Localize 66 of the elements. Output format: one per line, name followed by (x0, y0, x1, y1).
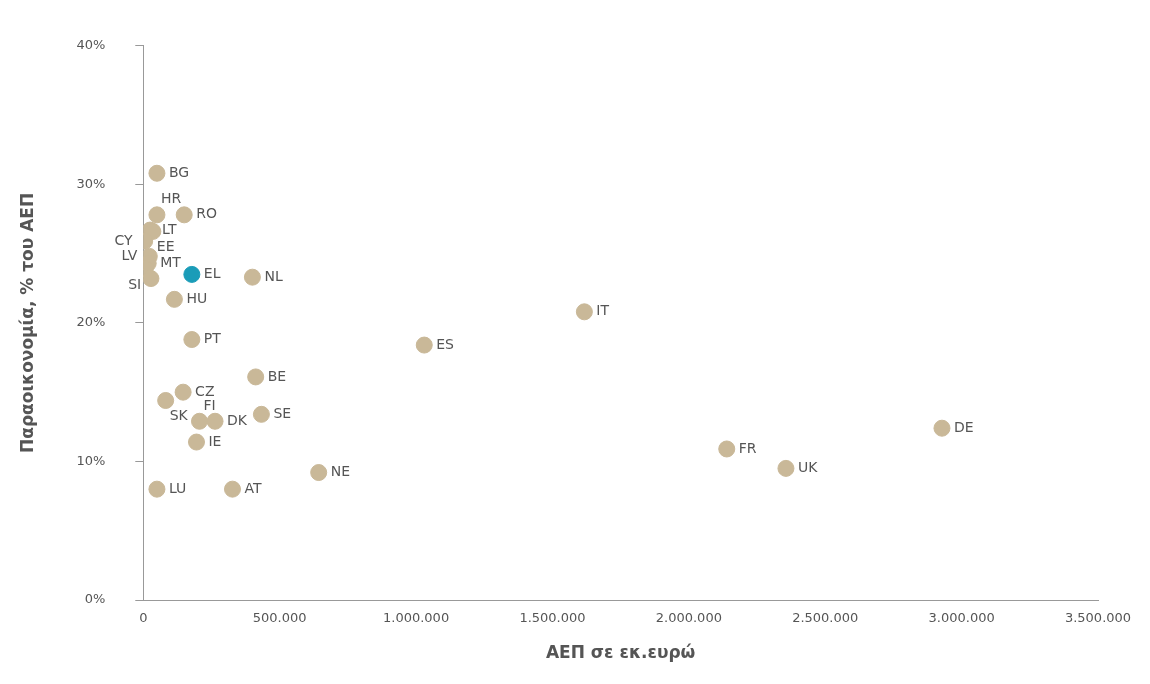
annotation: DK (227, 411, 248, 428)
annotation: SK (169, 407, 189, 424)
point (187, 433, 205, 451)
x-tick-label: 3.000.000 (928, 610, 995, 626)
annotation: CY (114, 231, 134, 248)
y-axis-title: Παραοικονομία, % του ΑΕΠ (16, 192, 37, 453)
point (223, 480, 241, 498)
point (165, 290, 183, 308)
y-tick-label: 0% (84, 591, 106, 607)
point (718, 440, 736, 458)
point (183, 331, 201, 349)
x-tick-label: 2.500.000 (792, 610, 859, 626)
point (243, 268, 261, 286)
annotation: LT (162, 220, 177, 237)
annotation: EL (203, 265, 221, 282)
point (415, 336, 433, 354)
x-tick-label: 1.500.000 (519, 610, 586, 626)
annotation: NL (264, 267, 283, 284)
point (148, 480, 166, 498)
annotation: IT (596, 302, 610, 319)
annotation: BG (168, 163, 190, 180)
x-tick-label: 500.000 (252, 610, 307, 626)
annotation: UK (797, 459, 819, 476)
point (148, 206, 166, 224)
annotation: HU (186, 289, 208, 306)
annotation: CZ (195, 382, 215, 399)
point (174, 383, 192, 401)
point (143, 270, 160, 288)
point (157, 391, 175, 409)
y-tick-label: 40% (76, 37, 106, 53)
annotation: MT (160, 253, 182, 270)
x-axis-title: ΑΕΠ σε εκ.ευρώ (545, 642, 696, 663)
point (575, 303, 593, 321)
point (190, 412, 208, 430)
annotation: EE (156, 238, 175, 255)
annotation: HR (160, 190, 182, 207)
y-tick-label: 20% (76, 314, 106, 330)
annotation: FR (738, 439, 757, 456)
point (183, 265, 201, 283)
x-tick-label: 1.000.000 (382, 610, 450, 626)
annotation: ES (436, 335, 455, 352)
annotation: NE (330, 463, 351, 480)
annotation: SE (273, 404, 292, 421)
point (310, 464, 328, 482)
annotation: PT (203, 330, 222, 347)
annotation: FI (203, 396, 216, 413)
y-tick-label: 10% (76, 452, 106, 468)
annotation: SI (128, 275, 142, 292)
point (247, 368, 265, 386)
y-tick-label: 30% (76, 175, 106, 191)
point (933, 419, 951, 437)
annotation: DE (953, 418, 974, 435)
x-tick-label: 2.000.000 (655, 610, 722, 626)
point (175, 206, 193, 224)
annotation: BE (267, 367, 287, 384)
annotation: IE (208, 432, 222, 449)
annotation: AT (244, 479, 262, 496)
point (252, 405, 270, 423)
annotation: LV (121, 247, 138, 264)
point (148, 164, 166, 182)
annotation: LU (168, 479, 187, 496)
x-tick-label: 0 (139, 610, 148, 626)
x-tick-label: 3.500.000 (1064, 610, 1132, 626)
point (206, 412, 224, 430)
annotation: RO (196, 205, 217, 222)
point (777, 459, 795, 477)
